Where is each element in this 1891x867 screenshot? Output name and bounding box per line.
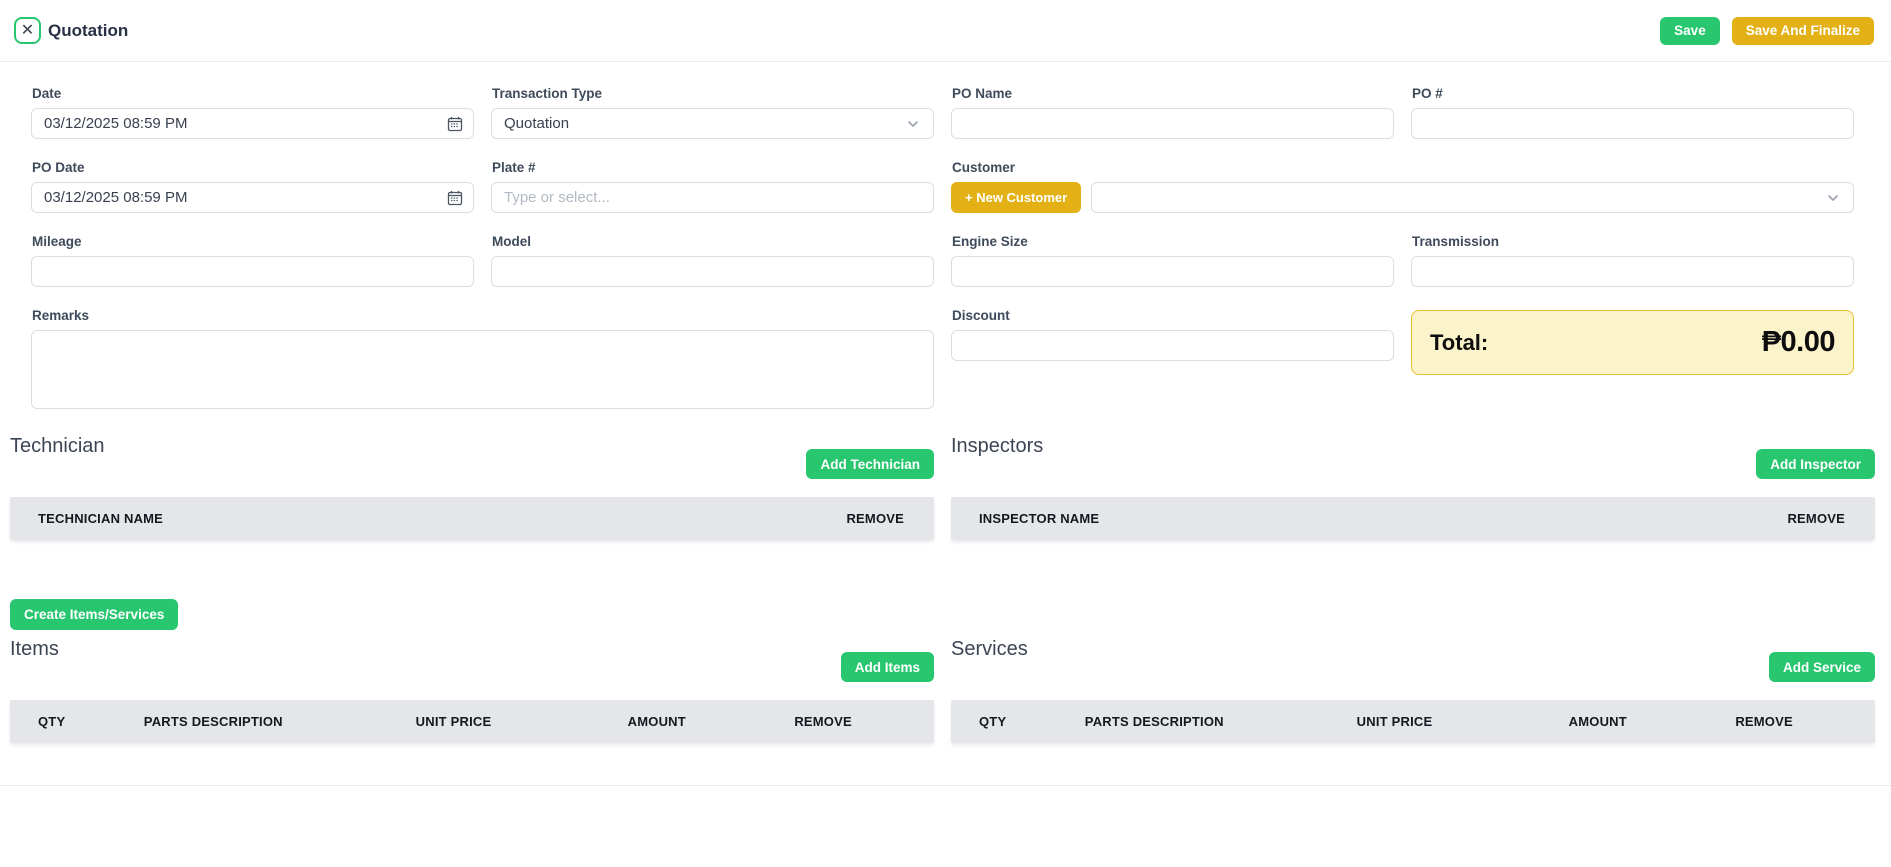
add-items-button[interactable]: Add Items bbox=[840, 652, 934, 682]
transaction-type-field: Transaction Type Quotation bbox=[491, 86, 934, 139]
close-icon: ✕ bbox=[20, 21, 35, 39]
inspector-remove-column: REMOVE bbox=[1787, 511, 1845, 526]
technician-section: Technician Add Technician TECHNICIAN NAM… bbox=[10, 435, 934, 540]
items-table-header: QTY PARTS DESCRIPTION UNIT PRICE AMOUNT … bbox=[10, 700, 934, 743]
items-remove-column: REMOVE bbox=[794, 714, 852, 729]
date-field: Date bbox=[31, 86, 474, 139]
services-section: Services Add Service QTY PARTS DESCRIPTI… bbox=[951, 638, 1875, 743]
plate-input[interactable] bbox=[491, 182, 934, 213]
customer-field: Customer + New Customer bbox=[951, 160, 1854, 213]
add-technician-button[interactable]: Add Technician bbox=[806, 449, 934, 479]
transmission-input[interactable] bbox=[1411, 256, 1854, 287]
items-amount-column: AMOUNT bbox=[627, 714, 686, 729]
inspectors-heading: Inspectors bbox=[951, 435, 1044, 457]
total-label: Total: bbox=[1430, 329, 1489, 355]
total-value: ₱0.00 bbox=[1761, 326, 1836, 358]
transmission-field: Transmission bbox=[1411, 234, 1854, 287]
model-field: Model bbox=[491, 234, 934, 287]
po-name-label: PO Name bbox=[952, 86, 1013, 101]
save-button[interactable]: Save bbox=[1660, 16, 1720, 45]
model-label: Model bbox=[492, 234, 531, 249]
po-date-field: PO Date bbox=[31, 160, 474, 213]
services-amount-column: AMOUNT bbox=[1568, 714, 1627, 729]
new-customer-button[interactable]: + New Customer bbox=[951, 182, 1082, 213]
items-qty-column: QTY bbox=[38, 714, 66, 729]
plate-field: Plate # bbox=[491, 160, 934, 213]
inspectors-section: Inspectors Add Inspector INSPECTOR NAME … bbox=[951, 435, 1875, 540]
total-box: Total: ₱0.00 bbox=[1411, 310, 1854, 375]
chevron-down-icon bbox=[908, 120, 918, 127]
items-heading: Items bbox=[10, 638, 59, 660]
po-number-field: PO # bbox=[1411, 86, 1854, 139]
items-description-column: PARTS DESCRIPTION bbox=[143, 714, 283, 729]
inspector-name-column: INSPECTOR NAME bbox=[979, 511, 1100, 526]
date-input[interactable] bbox=[31, 108, 474, 139]
mileage-label: Mileage bbox=[32, 234, 82, 249]
services-table-header: QTY PARTS DESCRIPTION UNIT PRICE AMOUNT … bbox=[951, 700, 1875, 743]
services-unit-price-column: UNIT PRICE bbox=[1356, 714, 1433, 729]
mileage-field: Mileage bbox=[31, 234, 474, 287]
engine-size-input[interactable] bbox=[951, 256, 1394, 287]
technician-table-header: TECHNICIAN NAME REMOVE bbox=[10, 497, 934, 540]
technician-name-column: TECHNICIAN NAME bbox=[38, 511, 164, 526]
po-name-field: PO Name bbox=[951, 86, 1394, 139]
po-name-input[interactable] bbox=[951, 108, 1394, 139]
services-qty-column: QTY bbox=[979, 714, 1007, 729]
topbar: ✕ Quotation Save Save And Finalize bbox=[0, 0, 1891, 62]
close-button[interactable]: ✕ bbox=[14, 17, 41, 44]
engine-size-label: Engine Size bbox=[952, 234, 1028, 249]
save-and-finalize-button[interactable]: Save And Finalize bbox=[1731, 16, 1874, 45]
add-inspector-button[interactable]: Add Inspector bbox=[1756, 449, 1875, 479]
remarks-label: Remarks bbox=[32, 308, 90, 323]
discount-label: Discount bbox=[952, 308, 1010, 323]
date-label: Date bbox=[32, 86, 62, 101]
plate-label: Plate # bbox=[492, 160, 536, 175]
technician-remove-column: REMOVE bbox=[846, 511, 904, 526]
inspector-table-header: INSPECTOR NAME REMOVE bbox=[951, 497, 1875, 540]
customer-select[interactable] bbox=[1091, 182, 1854, 213]
mileage-input[interactable] bbox=[31, 256, 474, 287]
transaction-type-select[interactable]: Quotation bbox=[491, 108, 934, 139]
items-unit-price-column: UNIT PRICE bbox=[415, 714, 492, 729]
create-items-services-button[interactable]: Create Items/Services bbox=[10, 599, 179, 630]
model-input[interactable] bbox=[491, 256, 934, 287]
quotation-form: Date Transaction Type Quota bbox=[0, 62, 1891, 743]
chevron-down-icon bbox=[1828, 194, 1838, 201]
bottom-divider bbox=[0, 785, 1891, 786]
services-heading: Services bbox=[951, 638, 1028, 660]
items-section: Items Add Items QTY PARTS DESCRIPTION UN… bbox=[10, 638, 934, 743]
remarks-field: Remarks bbox=[31, 308, 934, 414]
transmission-label: Transmission bbox=[1412, 234, 1500, 249]
services-description-column: PARTS DESCRIPTION bbox=[1084, 714, 1224, 729]
services-remove-column: REMOVE bbox=[1735, 714, 1793, 729]
po-number-label: PO # bbox=[1412, 86, 1443, 101]
discount-input[interactable] bbox=[951, 330, 1394, 361]
remarks-textarea[interactable] bbox=[31, 330, 934, 409]
po-number-input[interactable] bbox=[1411, 108, 1854, 139]
discount-field: Discount bbox=[951, 308, 1394, 414]
engine-size-field: Engine Size bbox=[951, 234, 1394, 287]
po-date-label: PO Date bbox=[32, 160, 85, 175]
technician-heading: Technician bbox=[10, 435, 105, 457]
po-date-input[interactable] bbox=[31, 182, 474, 213]
page-title: Quotation bbox=[48, 20, 129, 40]
transaction-type-value: Quotation bbox=[504, 115, 570, 132]
total-field: Total: ₱0.00 bbox=[1411, 308, 1854, 414]
transaction-type-label: Transaction Type bbox=[492, 86, 603, 101]
customer-label: Customer bbox=[952, 160, 1016, 175]
add-service-button[interactable]: Add Service bbox=[1768, 652, 1875, 682]
